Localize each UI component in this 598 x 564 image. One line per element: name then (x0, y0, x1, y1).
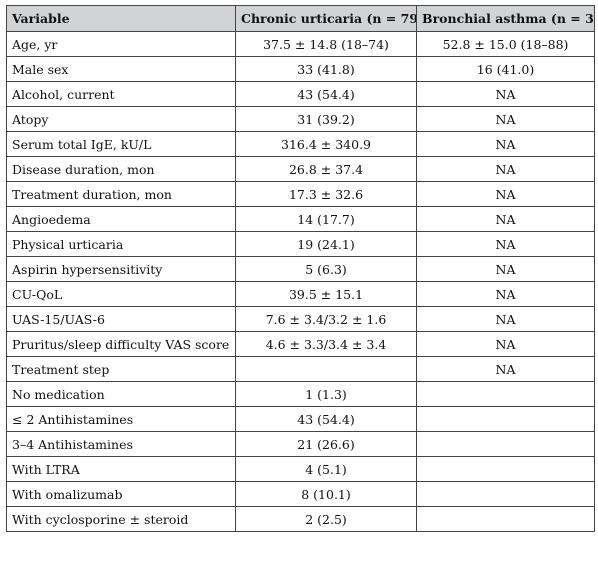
table-row: 3–4 Antihistamines 21 (26.6) (6, 431, 595, 457)
cell-bronchial-asthma: 52.8 ± 15.0 (18–88) (416, 31, 595, 57)
cell-bronchial-asthma: NA (416, 206, 595, 232)
cell-chronic-urticaria: 8 (10.1) (235, 481, 417, 507)
cell-variable: With LTRA (6, 456, 236, 482)
table-row: Serum total IgE, kU/L 316.4 ± 340.9 NA (6, 131, 595, 157)
cell-chronic-urticaria: 4 (5.1) (235, 456, 417, 482)
cell-chronic-urticaria: 17.3 ± 32.6 (235, 181, 417, 207)
table-row: ≤ 2 Antihistamines 43 (54.4) (6, 406, 595, 432)
header-bronchial-asthma: Bronchial asthma (n = 39) (416, 5, 595, 32)
cell-chronic-urticaria: 31 (39.2) (235, 106, 417, 132)
cell-chronic-urticaria: 19 (24.1) (235, 231, 417, 257)
cell-chronic-urticaria: 4.6 ± 3.3/3.4 ± 3.4 (235, 331, 417, 357)
cell-chronic-urticaria: 316.4 ± 340.9 (235, 131, 417, 157)
cell-variable: Aspirin hypersensitivity (6, 256, 236, 282)
table-row: Treatment duration, mon 17.3 ± 32.6 NA (6, 181, 595, 207)
cell-variable: Physical urticaria (6, 231, 236, 257)
table-container: Variable Chronic urticaria (n = 79) Bron… (6, 5, 595, 532)
table-header: Variable Chronic urticaria (n = 79) Bron… (6, 5, 595, 32)
cell-bronchial-asthma: NA (416, 356, 595, 382)
cell-bronchial-asthma: NA (416, 306, 595, 332)
cell-bronchial-asthma (416, 381, 595, 407)
header-chronic-urticaria: Chronic urticaria (n = 79) (235, 5, 417, 32)
cell-chronic-urticaria: 26.8 ± 37.4 (235, 156, 417, 182)
table-body: Age, yr 37.5 ± 14.8 (18–74) 52.8 ± 15.0 (1… (6, 31, 595, 532)
cell-variable: Pruritus/sleep difficulty VAS score (6, 331, 236, 357)
cell-variable: Male sex (6, 56, 236, 82)
cell-variable: 3–4 Antihistamines (6, 431, 236, 457)
cell-variable: Age, yr (6, 31, 236, 57)
cell-chronic-urticaria (235, 356, 417, 382)
cell-variable: Atopy (6, 106, 236, 132)
cell-bronchial-asthma: NA (416, 131, 595, 157)
cell-chronic-urticaria: 33 (41.8) (235, 56, 417, 82)
table-row: Age, yr 37.5 ± 14.8 (18–74) 52.8 ± 15.0 (1… (6, 31, 595, 57)
cell-chronic-urticaria: 2 (2.5) (235, 506, 417, 532)
cell-chronic-urticaria: 5 (6.3) (235, 256, 417, 282)
cell-bronchial-asthma: NA (416, 181, 595, 207)
cell-bronchial-asthma (416, 406, 595, 432)
table-row: Angioedema 14 (17.7) NA (6, 206, 595, 232)
cell-bronchial-asthma: NA (416, 81, 595, 107)
cell-bronchial-asthma: NA (416, 106, 595, 132)
table-row: With omalizumab 8 (10.1) (6, 481, 595, 507)
cell-chronic-urticaria: 1 (1.3) (235, 381, 417, 407)
cell-bronchial-asthma (416, 481, 595, 507)
cell-variable: CU-QoL (6, 281, 236, 307)
cell-chronic-urticaria: 43 (54.4) (235, 406, 417, 432)
cell-bronchial-asthma: NA (416, 331, 595, 357)
cell-variable: No medication (6, 381, 236, 407)
cell-variable: Disease duration, mon (6, 156, 236, 182)
cell-chronic-urticaria: 7.6 ± 3.4/3.2 ± 1.6 (235, 306, 417, 332)
header-row: Variable Chronic urticaria (n = 79) Bron… (6, 5, 595, 32)
cell-variable: Serum total IgE, kU/L (6, 131, 236, 157)
cell-bronchial-asthma (416, 456, 595, 482)
cell-variable: UAS-15/UAS-6 (6, 306, 236, 332)
table-row: Pruritus/sleep difficulty VAS score 4.6 ±… (6, 331, 595, 357)
cell-bronchial-asthma: 16 (41.0) (416, 56, 595, 82)
table-row: Male sex 33 (41.8) 16 (41.0) (6, 56, 595, 82)
cell-bronchial-asthma: NA (416, 281, 595, 307)
table-row: Aspirin hypersensitivity 5 (6.3) NA (6, 256, 595, 282)
characteristics-table: Variable Chronic urticaria (n = 79) Bron… (6, 5, 595, 532)
cell-variable: Treatment step (6, 356, 236, 382)
cell-chronic-urticaria: 39.5 ± 15.1 (235, 281, 417, 307)
table-row: UAS-15/UAS-6 7.6 ± 3.4/3.2 ± 1.6 NA (6, 306, 595, 332)
table-row: Physical urticaria 19 (24.1) NA (6, 231, 595, 257)
table-row: Alcohol, current 43 (54.4) NA (6, 81, 595, 107)
table-row: With LTRA 4 (5.1) (6, 456, 595, 482)
cell-bronchial-asthma: NA (416, 256, 595, 282)
cell-variable: With omalizumab (6, 481, 236, 507)
cell-chronic-urticaria: 14 (17.7) (235, 206, 417, 232)
table-row: No medication 1 (1.3) (6, 381, 595, 407)
header-variable: Variable (6, 5, 236, 32)
cell-variable: Treatment duration, mon (6, 181, 236, 207)
cell-chronic-urticaria: 37.5 ± 14.8 (18–74) (235, 31, 417, 57)
cell-variable: ≤ 2 Antihistamines (6, 406, 236, 432)
cell-variable: Alcohol, current (6, 81, 236, 107)
cell-bronchial-asthma: NA (416, 231, 595, 257)
table-row: Disease duration, mon 26.8 ± 37.4 NA (6, 156, 595, 182)
cell-variable: With cyclosporine ± steroid (6, 506, 236, 532)
cell-chronic-urticaria: 21 (26.6) (235, 431, 417, 457)
cell-chronic-urticaria: 43 (54.4) (235, 81, 417, 107)
cell-variable: Angioedema (6, 206, 236, 232)
table-row: CU-QoL 39.5 ± 15.1 NA (6, 281, 595, 307)
cell-bronchial-asthma: NA (416, 156, 595, 182)
table-row: Atopy 31 (39.2) NA (6, 106, 595, 132)
cell-bronchial-asthma (416, 506, 595, 532)
table-row: Treatment step NA (6, 356, 595, 382)
cell-bronchial-asthma (416, 431, 595, 457)
table-row: With cyclosporine ± steroid 2 (2.5) (6, 506, 595, 532)
